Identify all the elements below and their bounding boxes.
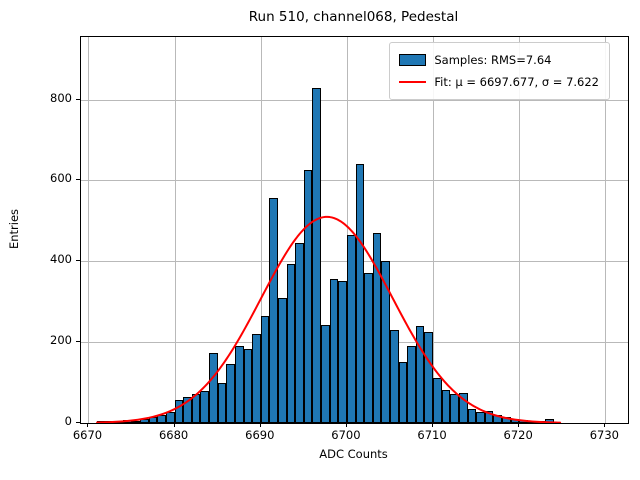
histogram-bar [234, 346, 244, 423]
histogram-bar [493, 414, 502, 423]
samples-swatch-icon [399, 54, 427, 66]
y-tick-mark [76, 260, 80, 262]
histogram-bar [329, 279, 339, 423]
histogram-bar [191, 394, 201, 423]
y-tick-label: 400 [50, 252, 72, 267]
x-tick-mark [604, 423, 606, 427]
y-tick-label: 600 [50, 171, 72, 186]
histogram-bar [484, 410, 494, 423]
y-tick-mark [76, 179, 80, 181]
histogram-bar [338, 281, 347, 423]
x-gridline [605, 37, 607, 423]
histogram-bar [321, 325, 330, 423]
histogram-bar [519, 420, 528, 423]
chart-title: Run 510, channel068, Pedestal [248, 9, 459, 25]
x-tick-mark [173, 423, 175, 427]
y-tick-label: 0 [64, 414, 72, 428]
y-tick-mark [76, 98, 80, 100]
x-tick-mark [87, 423, 89, 427]
x-tick-mark [259, 423, 261, 427]
histogram-bar [355, 164, 365, 423]
y-tick-label: 800 [50, 90, 72, 105]
histogram-bar [458, 393, 468, 423]
x-tick-label: 6670 [72, 428, 103, 442]
histogram-bar [536, 421, 546, 423]
histogram-bar [269, 198, 278, 423]
legend-item-fit: Fit: μ = 6697.677, σ = 7.622 [399, 71, 599, 93]
histogram-bar [545, 419, 554, 423]
histogram-bar [286, 263, 296, 423]
x-gridline [174, 37, 176, 423]
y-tick-label: 200 [50, 333, 72, 348]
histogram-bar [252, 334, 261, 423]
histogram-bar [424, 332, 434, 423]
histogram-bar [527, 420, 537, 423]
x-tick-label: 6730 [589, 428, 619, 442]
legend-fit-label: Fit: μ = 6697.677, σ = 7.622 [434, 75, 599, 89]
x-gridline [88, 37, 90, 423]
histogram-bar [364, 272, 373, 423]
histogram-bar [148, 416, 158, 423]
x-tick-label: 6720 [503, 428, 533, 442]
histogram-bar [217, 382, 227, 423]
histogram-bar [510, 418, 520, 423]
x-tick-label: 6680 [158, 428, 189, 442]
histogram-bar [209, 352, 218, 423]
histogram-bar [157, 414, 167, 423]
histogram-bar [243, 348, 253, 423]
histogram-bar [114, 420, 123, 423]
legend-item-samples: Samples: RMS=7.64 [399, 49, 599, 71]
histogram-bar [260, 316, 270, 423]
x-tick-mark [518, 423, 520, 427]
histogram-bar [501, 417, 511, 423]
histogram-bar [226, 364, 235, 423]
histogram-bar [372, 232, 382, 423]
histogram-bar [122, 419, 132, 423]
y-tick-mark [76, 422, 80, 423]
x-tick-label: 6690 [245, 428, 275, 442]
legend-samples-label: Samples: RMS=7.64 [434, 53, 552, 67]
histogram-bar [278, 298, 287, 423]
histogram-bar [467, 408, 477, 423]
histogram-bar [407, 346, 416, 423]
histogram-bar [433, 377, 442, 423]
x-tick-label: 6700 [331, 428, 361, 442]
y-tick-mark [76, 341, 80, 343]
histogram-bar [398, 362, 408, 423]
histogram-bar [312, 87, 322, 423]
histogram-bar [415, 326, 425, 423]
plot-area: Samples: RMS=7.64 Fit: μ = 6697.677, σ =… [80, 36, 629, 424]
x-axis-label: ADC Counts [319, 447, 388, 461]
y-gridline [81, 99, 628, 101]
histogram-bar [303, 170, 313, 423]
x-tick-mark [432, 423, 434, 427]
x-tick-mark [345, 423, 347, 427]
legend: Samples: RMS=7.64 Fit: μ = 6697.677, σ =… [389, 42, 610, 100]
histogram-bar [346, 234, 356, 423]
histogram-bar [450, 393, 459, 423]
histogram-bar [381, 261, 390, 423]
histogram-bar [105, 421, 115, 423]
x-tick-label: 6710 [417, 428, 447, 442]
histogram-bar [200, 391, 210, 423]
histogram-bar [131, 420, 141, 423]
histogram-bar [295, 243, 304, 423]
histogram-bar [174, 399, 184, 423]
histogram-bar [441, 390, 451, 423]
histogram-bar [97, 420, 106, 423]
histogram-bar [476, 412, 485, 423]
y-gridline [81, 180, 628, 182]
fit-line-swatch-icon [399, 81, 427, 83]
histogram-bar [140, 418, 149, 423]
histogram-bar [183, 396, 192, 423]
histogram-bar [166, 411, 175, 423]
histogram-bar [389, 330, 399, 423]
